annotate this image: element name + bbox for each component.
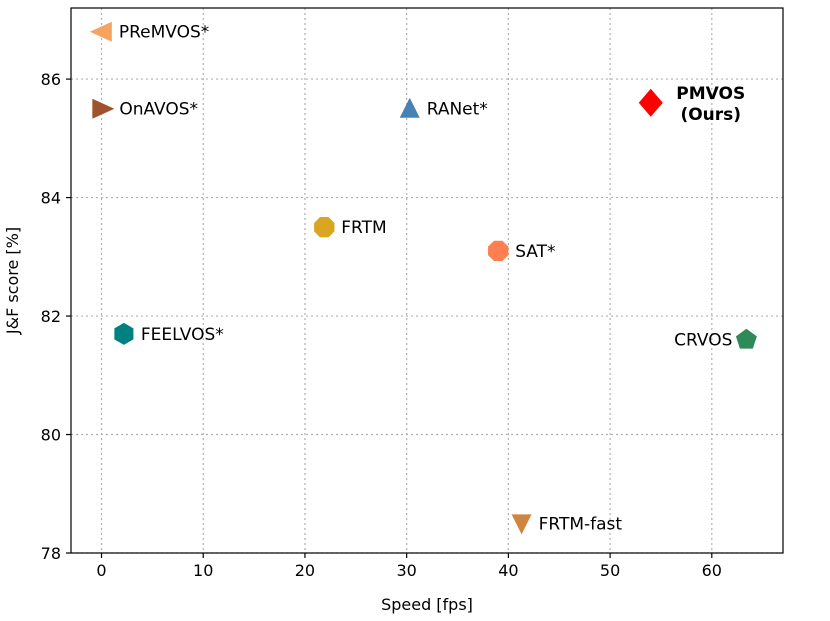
point-label-premvos: PReMVOS*	[119, 23, 209, 43]
point-marker-feelvos	[114, 322, 134, 345]
x-tick-label: 50	[600, 561, 620, 580]
x-tick-label: 0	[96, 561, 106, 580]
x-tick-label: 60	[702, 561, 722, 580]
point-marker-ranet	[399, 97, 420, 118]
point-label-frtm: FRTM	[341, 218, 386, 238]
point-label-frtm-fast: FRTM-fast	[539, 514, 623, 534]
point-marker-onavos	[92, 98, 115, 119]
x-tick-label: 30	[396, 561, 416, 580]
y-tick-label: 78	[41, 544, 61, 563]
plot-frame	[70, 7, 784, 554]
point-label-onavos: OnAVOS*	[119, 100, 198, 120]
point-label-feelvos: FEELVOS*	[141, 325, 224, 345]
point-marker-pmvos-ours	[638, 88, 663, 117]
y-tick-label: 84	[41, 189, 61, 208]
y-axis-title: J&F score [%]	[3, 227, 22, 335]
point-marker-crvos	[735, 328, 757, 349]
point-label-crvos: CRVOS	[674, 331, 732, 351]
point-label-sat: SAT*	[515, 242, 555, 262]
x-tick-label: 10	[193, 561, 213, 580]
point-label-pmvos-ours: PMVOS	[676, 84, 745, 104]
y-tick-label: 80	[41, 426, 61, 445]
point-layer: PReMVOS* OnAVOS* RANet* PMVOS(Ours) FRTM SAT*…	[89, 21, 757, 535]
point-marker-frtm	[314, 217, 335, 238]
x-tick-label: 40	[498, 561, 518, 580]
point-label-ranet: RANet*	[427, 100, 488, 120]
point-marker-frtm-fast	[511, 514, 532, 535]
y-tick-label: 82	[41, 307, 61, 326]
point-marker-premvos	[89, 21, 112, 42]
tick-layer: 0 10 20 30 40 50 60 78 80 82 84 86	[41, 70, 722, 580]
point-marker-sat	[488, 240, 509, 262]
x-tick-label: 20	[295, 561, 315, 580]
point-label-pmvos-ours: (Ours)	[680, 105, 741, 125]
x-axis-title: Speed [fps]	[381, 595, 473, 614]
y-tick-label: 86	[41, 70, 61, 89]
